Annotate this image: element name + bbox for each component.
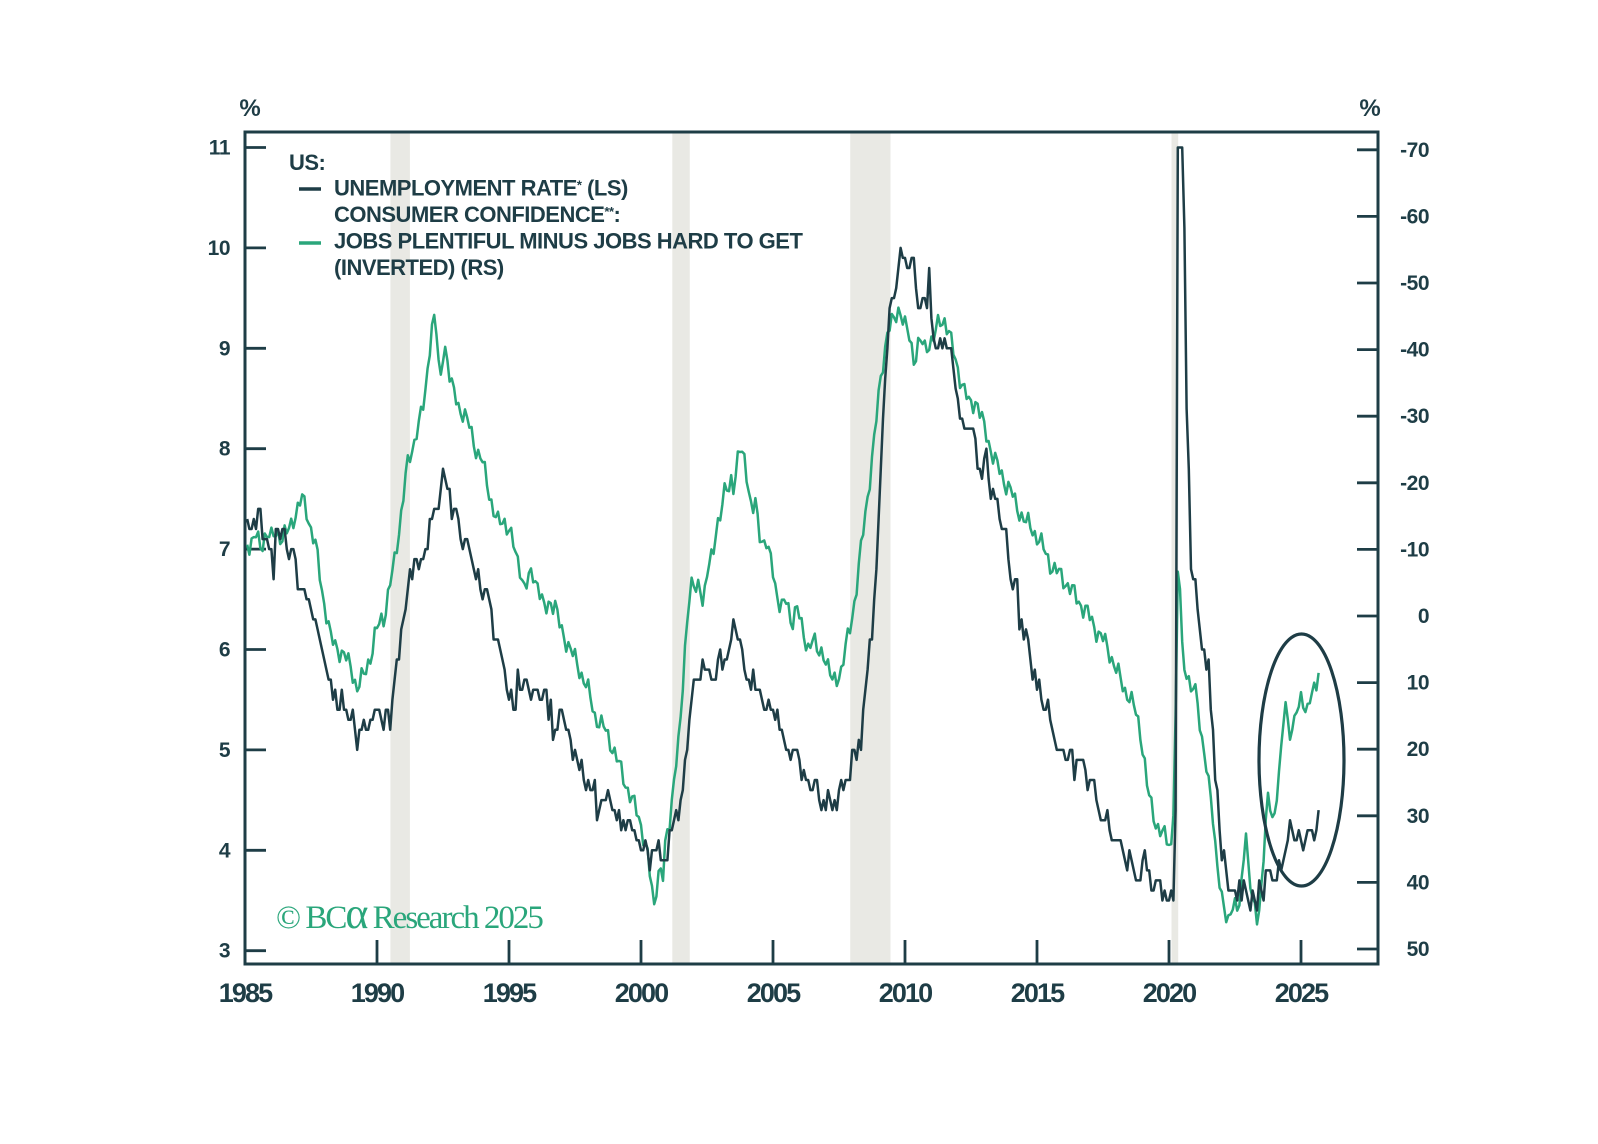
svg-text:0: 0: [1418, 605, 1429, 628]
svg-text:1985: 1985: [219, 978, 273, 1008]
svg-text:UNEMPLOYMENT RATE* (LS): UNEMPLOYMENT RATE* (LS): [334, 176, 628, 201]
svg-text:-70: -70: [1400, 139, 1429, 162]
svg-text:2020: 2020: [1143, 978, 1196, 1008]
svg-text:%: %: [1359, 95, 1380, 122]
svg-text:7: 7: [219, 538, 230, 561]
svg-text:2005: 2005: [747, 978, 801, 1008]
svg-text:%: %: [239, 95, 260, 122]
svg-text:-40: -40: [1400, 339, 1429, 362]
svg-text:2025: 2025: [1275, 978, 1329, 1008]
svg-text:2000: 2000: [615, 978, 668, 1008]
svg-text:11: 11: [209, 137, 231, 160]
svg-text:(INVERTED) (RS): (INVERTED) (RS): [334, 255, 504, 280]
svg-text:-60: -60: [1400, 205, 1429, 228]
svg-text:5: 5: [219, 739, 231, 762]
svg-text:50: 50: [1407, 938, 1429, 961]
svg-text:10: 10: [208, 237, 230, 260]
svg-text:40: 40: [1407, 871, 1429, 894]
svg-text:JOBS PLENTIFUL MINUS JOBS HARD: JOBS PLENTIFUL MINUS JOBS HARD TO GET: [334, 229, 803, 254]
svg-text:2015: 2015: [1011, 978, 1065, 1008]
svg-text:6: 6: [219, 639, 230, 662]
svg-text:1995: 1995: [483, 978, 537, 1008]
svg-text:-20: -20: [1400, 472, 1429, 495]
svg-text:20: 20: [1407, 738, 1429, 761]
svg-text:10: 10: [1407, 672, 1429, 695]
svg-text:8: 8: [219, 438, 231, 461]
svg-text:3: 3: [219, 940, 230, 963]
svg-text:CONSUMER CONFIDENCE**:: CONSUMER CONFIDENCE**:: [334, 202, 620, 227]
svg-text:-50: -50: [1400, 272, 1429, 295]
svg-text:-10: -10: [1400, 538, 1429, 561]
svg-text:4: 4: [219, 839, 231, 862]
svg-text:1990: 1990: [351, 978, 404, 1008]
svg-text:2010: 2010: [879, 978, 932, 1008]
svg-text:US:: US:: [289, 150, 325, 175]
svg-text:30: 30: [1407, 805, 1429, 828]
svg-text:9: 9: [219, 337, 230, 360]
svg-text:-30: -30: [1400, 405, 1429, 428]
